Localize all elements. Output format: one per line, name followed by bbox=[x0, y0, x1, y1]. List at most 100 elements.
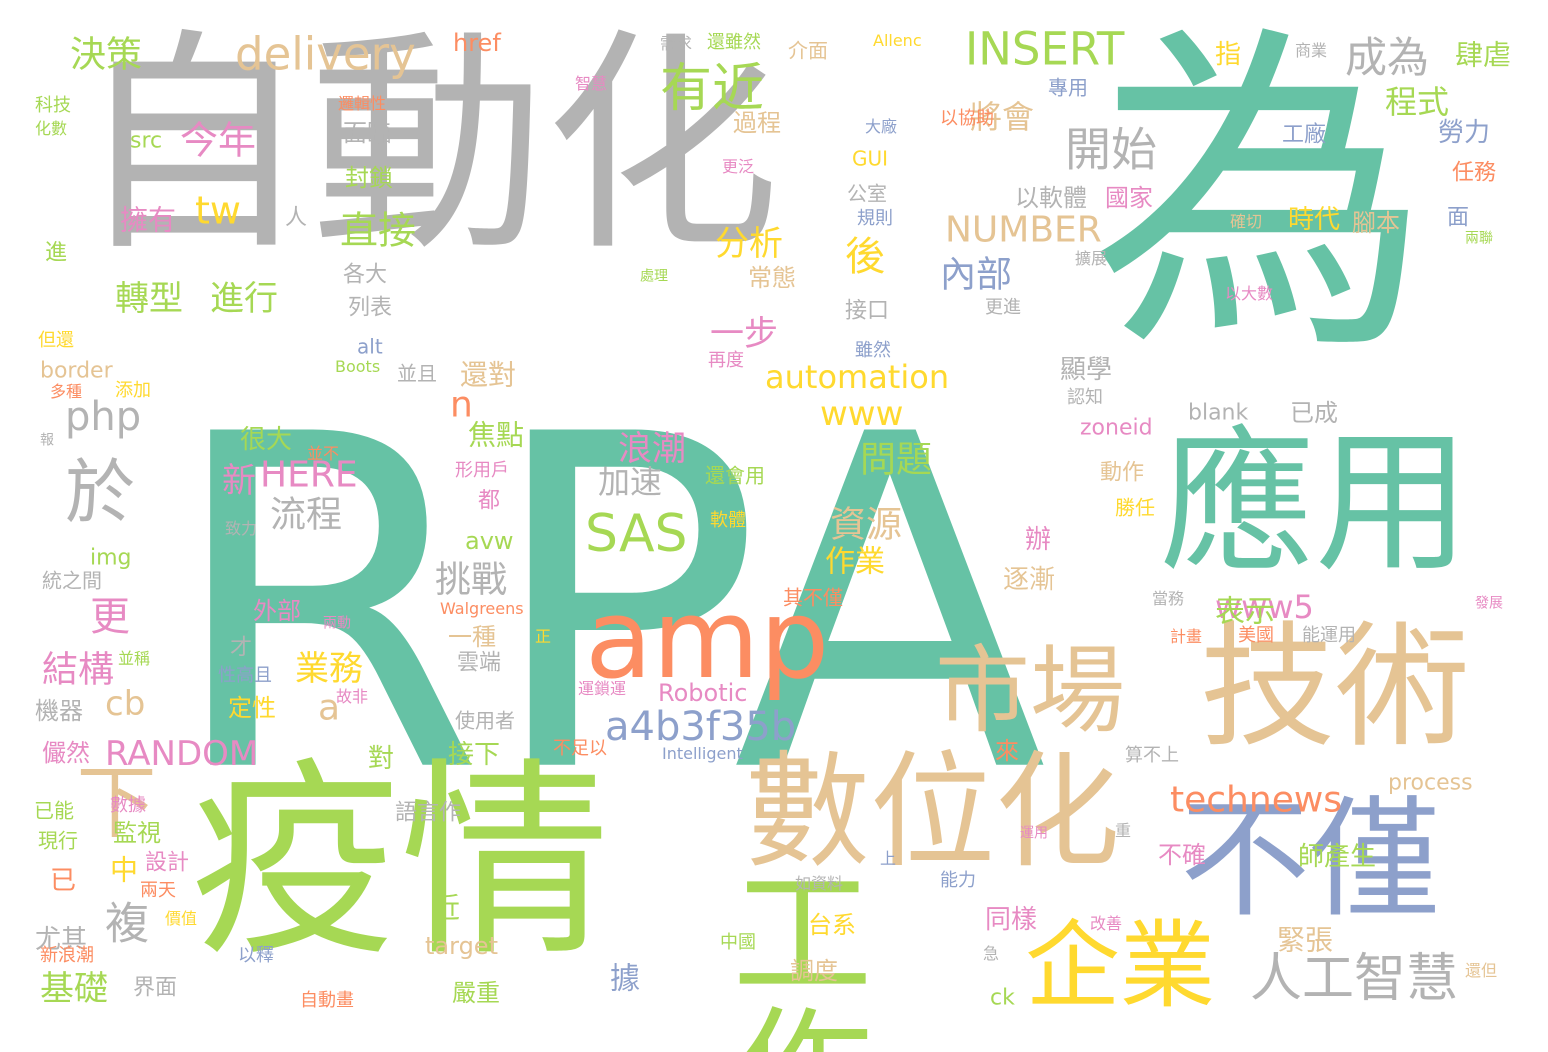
word-cloud-word: 需求 bbox=[660, 34, 692, 53]
word-cloud-word: 表示 bbox=[1215, 594, 1275, 629]
word-cloud-word: 已 bbox=[50, 866, 76, 896]
word-cloud-word: 焦點 bbox=[468, 419, 524, 452]
word-cloud-word: 統之間 bbox=[42, 569, 102, 593]
word-cloud-word: 還但 bbox=[1465, 961, 1497, 980]
word-cloud-word: 界面 bbox=[133, 975, 177, 1000]
word-cloud-word: 商業 bbox=[1295, 41, 1327, 60]
word-cloud-word: 問題 bbox=[860, 440, 932, 481]
word-cloud-word: 不確 bbox=[1158, 841, 1206, 869]
word-cloud-word: Intelligent bbox=[662, 744, 743, 763]
word-cloud-word: 兩天 bbox=[140, 880, 176, 901]
word-cloud-word: www5 bbox=[1215, 588, 1314, 626]
word-cloud-word: a4b3f35b bbox=[605, 704, 796, 750]
word-cloud-word: 程式 bbox=[1385, 83, 1449, 121]
word-cloud-word: 兩動 bbox=[323, 615, 351, 631]
word-cloud-word: 擁有 bbox=[120, 204, 176, 237]
word-cloud-word: cb bbox=[105, 684, 145, 724]
word-cloud-word: 浪潮 bbox=[618, 429, 686, 469]
word-cloud-word: amp bbox=[585, 575, 829, 703]
word-cloud-word: 但還 bbox=[38, 330, 74, 351]
word-cloud-word: 國家 bbox=[1105, 184, 1153, 212]
word-cloud-word: 數位化 bbox=[745, 740, 1120, 885]
word-cloud-word: 現行 bbox=[38, 829, 78, 853]
word-cloud-word: 語言作 bbox=[395, 800, 461, 825]
word-cloud-word: 疫情 bbox=[190, 740, 610, 985]
word-cloud-word: 近 bbox=[432, 892, 460, 925]
word-cloud-word: 工廠 bbox=[1282, 122, 1326, 147]
word-cloud-word: RANDOM bbox=[105, 734, 258, 774]
word-cloud-word: 形用戶 bbox=[455, 460, 509, 481]
word-cloud-word: 加速 bbox=[598, 463, 662, 501]
word-cloud-word: 業務 bbox=[295, 649, 363, 689]
word-cloud-word: 辦 bbox=[1025, 525, 1051, 555]
word-cloud-word: 故非 bbox=[336, 687, 368, 706]
word-cloud-word: 發展 bbox=[1475, 595, 1503, 611]
word-cloud-word: php bbox=[65, 394, 141, 440]
word-cloud-word: 挑戰 bbox=[435, 560, 507, 601]
word-cloud-word: 人工智慧 bbox=[1250, 949, 1458, 1009]
word-cloud-word: 據 bbox=[610, 961, 640, 996]
word-cloud-word: 以大數 bbox=[1225, 284, 1273, 303]
word-cloud-word: 已能 bbox=[34, 799, 74, 823]
word-cloud-word: HERE bbox=[260, 455, 358, 496]
word-cloud-word: 結構 bbox=[42, 650, 114, 691]
word-cloud-word: 直接 bbox=[340, 208, 416, 252]
word-cloud-word: 能力 bbox=[940, 870, 976, 891]
word-cloud-word: GUI bbox=[852, 147, 888, 171]
word-cloud-word: 更泛 bbox=[722, 157, 754, 176]
word-cloud-word: 面臨 bbox=[343, 119, 391, 147]
word-cloud-word: 常態 bbox=[748, 264, 796, 292]
word-cloud-word: 監視 bbox=[113, 819, 161, 847]
word-cloud-word: 能運用 bbox=[1302, 625, 1356, 646]
word-cloud-word: 如資料 bbox=[795, 874, 843, 893]
word-cloud-word: 價值 bbox=[165, 909, 197, 928]
word-cloud-word: 嚴重 bbox=[452, 979, 500, 1007]
word-cloud-word: tw bbox=[195, 188, 241, 232]
word-cloud-word: 還雖然 bbox=[707, 32, 761, 53]
word-cloud-word: 轉型 bbox=[115, 279, 183, 319]
word-cloud-word: 科技 bbox=[35, 95, 71, 116]
word-cloud-word: src bbox=[130, 128, 162, 153]
word-cloud-word: NUMBER bbox=[945, 210, 1102, 251]
word-cloud-word: 並不 bbox=[307, 444, 339, 463]
word-cloud-word: 美國 bbox=[1238, 625, 1274, 646]
word-cloud-word: SAS bbox=[585, 504, 688, 564]
word-cloud-word: 勝任 bbox=[1115, 496, 1155, 520]
word-cloud-word: 運鎖運 bbox=[578, 679, 626, 698]
word-cloud-word: 多種 bbox=[50, 382, 82, 401]
word-cloud-word: ck bbox=[990, 985, 1015, 1010]
word-cloud-word: 複 bbox=[105, 899, 149, 950]
word-cloud-word: 為 bbox=[1090, 0, 1430, 395]
word-cloud-word: 有近 bbox=[660, 59, 764, 119]
word-cloud-word: 以軟體 bbox=[1015, 184, 1087, 212]
word-cloud-word: 化數 bbox=[35, 119, 67, 138]
word-cloud-word: 新浪潮 bbox=[40, 945, 94, 966]
word-cloud-word: 並且 bbox=[397, 362, 437, 386]
word-cloud-word: 才 bbox=[230, 635, 252, 660]
word-cloud-word: 介面 bbox=[788, 39, 828, 63]
word-cloud-word: 時代 bbox=[1288, 205, 1340, 235]
word-cloud-word: 面 bbox=[1447, 205, 1469, 230]
word-cloud-word: n bbox=[450, 385, 473, 426]
word-cloud-word: 致力 bbox=[225, 519, 257, 538]
word-cloud-word: 規則 bbox=[857, 208, 893, 229]
word-cloud-word: 調度 bbox=[790, 957, 838, 985]
word-cloud-word: 肆虐 bbox=[1455, 39, 1511, 72]
word-cloud-word: 勞力 bbox=[1438, 118, 1490, 148]
word-cloud-word: 一種 bbox=[448, 623, 496, 651]
word-cloud-word: 資源 bbox=[830, 505, 902, 546]
word-cloud-word: 來 bbox=[995, 737, 1019, 765]
word-cloud-word: 進行 bbox=[210, 279, 278, 319]
word-cloud-word: 市場 bbox=[935, 637, 1125, 747]
word-cloud-word: 一步 bbox=[710, 314, 778, 354]
word-cloud-word: 設計 bbox=[145, 850, 189, 875]
word-cloud-word: 計畫 bbox=[1170, 627, 1202, 646]
word-cloud-word: 已成 bbox=[1290, 399, 1338, 427]
word-cloud-word: 下 bbox=[64, 760, 157, 840]
word-cloud-word: 不足以 bbox=[553, 738, 607, 759]
word-cloud-word: 性高且 bbox=[218, 665, 272, 686]
word-cloud-word: 動作 bbox=[1100, 460, 1144, 485]
word-cloud-word: 不僅 bbox=[1180, 783, 1440, 935]
word-cloud-word: 緊張 bbox=[1277, 924, 1333, 957]
